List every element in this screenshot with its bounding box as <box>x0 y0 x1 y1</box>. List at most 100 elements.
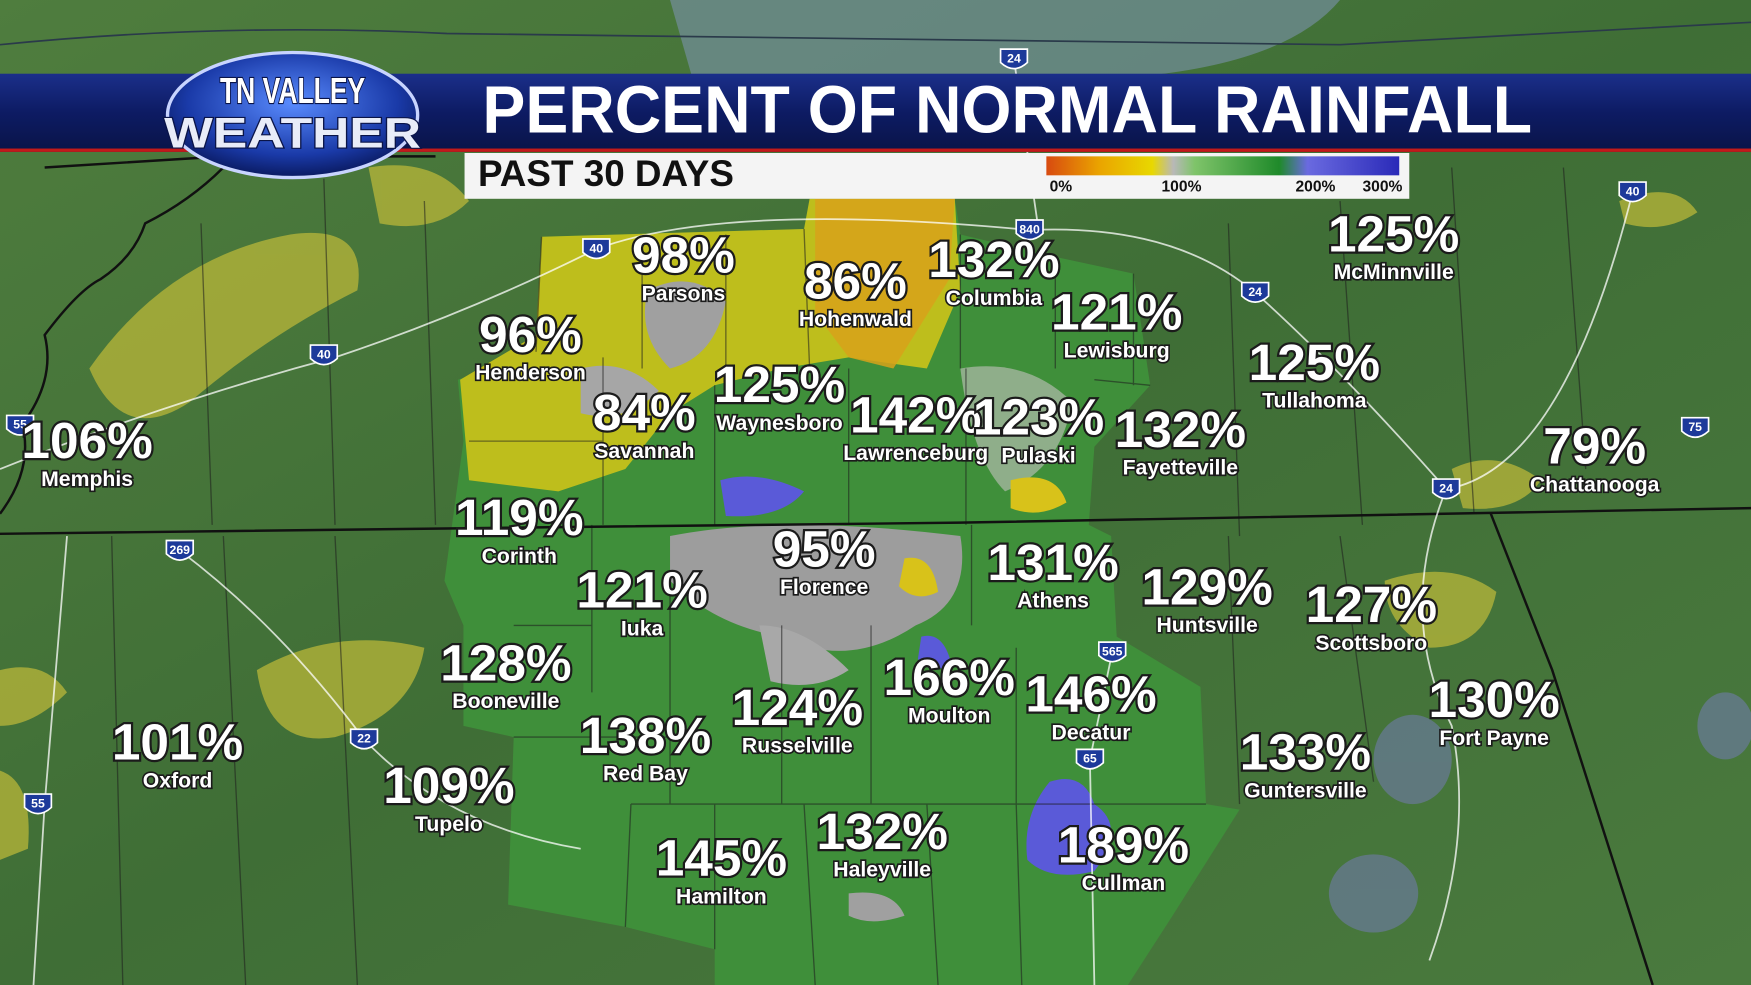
city-percent: 142% <box>850 385 981 443</box>
city: 132%Fayetteville <box>1112 398 1248 482</box>
city: 98%Parsons <box>630 223 737 307</box>
city: 96%Henderson <box>473 303 587 387</box>
city-name: Scottsboro <box>1315 632 1427 655</box>
highway-label: 24 <box>1007 51 1021 65</box>
city: 127%Scottsboro <box>1303 573 1439 657</box>
city: 84%Savannah <box>591 381 698 465</box>
highway-shield <box>1098 641 1127 663</box>
city-percent: 125% <box>1328 204 1459 262</box>
city-name: Hamilton <box>676 886 767 909</box>
city: 129%Huntsville <box>1139 555 1275 639</box>
city: 95%Florence <box>771 517 878 601</box>
city: 125%McMinnville <box>1326 202 1462 286</box>
city: 109%Tupelo <box>381 754 517 838</box>
city: 123%Pulaski <box>971 385 1107 469</box>
top-border <box>0 21 1751 46</box>
city: 121%Lewisburg <box>1049 280 1185 364</box>
city: 146%Decatur <box>1023 662 1159 746</box>
city-percent: 129% <box>1141 557 1272 615</box>
city-percent: 127% <box>1306 575 1437 633</box>
city-percent: 145% <box>656 829 787 887</box>
city-percent: 106% <box>21 411 152 469</box>
highway-label: 40 <box>589 241 603 255</box>
highway-shield <box>1075 748 1105 770</box>
city-name: Lewisburg <box>1064 339 1170 362</box>
city: 130%Fort Payne <box>1426 668 1562 752</box>
city-name: Pulaski <box>1001 444 1075 467</box>
county-lines <box>111 167 1587 985</box>
city-percent: 96% <box>479 305 582 363</box>
highway-label: 22 <box>357 732 371 746</box>
highway-shield <box>999 48 1029 70</box>
highway-shield <box>23 793 53 815</box>
logo: TN VALLEY WEATHER <box>163 50 422 180</box>
city-name: Iuka <box>621 617 664 640</box>
highway-shield <box>1015 219 1044 241</box>
city-percent: 138% <box>580 706 711 764</box>
city-name: Columbia <box>946 287 1043 310</box>
city-name: Lawrenceburg <box>843 442 988 465</box>
outer-yellow <box>0 165 1698 860</box>
analysis-area <box>444 198 1240 985</box>
city-percent: 86% <box>804 251 907 309</box>
city-name: Cullman <box>1082 872 1166 895</box>
city: 106%Memphis <box>19 409 155 493</box>
highway-label: 40 <box>1626 184 1640 198</box>
highway-label: 75 <box>1688 420 1702 434</box>
highway-label: 840 <box>1019 222 1040 236</box>
highway-shield <box>1240 281 1270 303</box>
highway-label: 65 <box>1083 752 1097 766</box>
highways: 40 840 24 40 40 24 55 75 24 269 565 22 65 55 <box>5 48 1710 815</box>
city-percent: 98% <box>632 226 735 284</box>
city-name: Chattanooga <box>1530 473 1660 496</box>
city: 86%Hohenwald <box>797 249 913 333</box>
highway-label: 24 <box>1439 481 1453 495</box>
haze <box>670 0 1341 79</box>
city-percent: 146% <box>1025 665 1156 723</box>
city: 121%Iuka <box>574 558 710 642</box>
city-name: McMinnville <box>1334 261 1454 284</box>
cities: 98%Parsons 86%Hohenwald132%Columbia125%Mc… <box>19 202 1661 910</box>
city-percent: 166% <box>884 648 1015 706</box>
city-percent: 131% <box>987 533 1118 591</box>
city: 132%Haleyville <box>814 800 950 884</box>
city-name: Russelville <box>742 735 853 758</box>
city-percent: 132% <box>928 230 1059 288</box>
city: 131%Athens <box>985 531 1121 615</box>
city-name: Savannah <box>594 440 694 463</box>
highway-shield <box>5 414 35 436</box>
city-name: Haleyville <box>833 859 931 882</box>
city-name: Memphis <box>41 468 133 491</box>
highway-shield <box>1618 181 1647 203</box>
city-percent: 125% <box>1249 333 1380 391</box>
city: 119%Corinth <box>453 486 586 570</box>
city: 189%Cullman <box>1055 813 1191 897</box>
city-name: Huntsville <box>1157 614 1259 637</box>
city-percent: 125% <box>714 355 845 413</box>
highway-label: 40 <box>317 347 331 361</box>
logo-bottom: WEATHER <box>164 109 421 156</box>
city-name: Waynesboro <box>716 412 842 435</box>
legend-label: 300% <box>1363 179 1403 196</box>
city: 79%Chattanooga <box>1528 414 1661 498</box>
legend-labels: 0% 100% 200% 300% <box>1050 179 1403 196</box>
city-percent: 123% <box>973 388 1104 446</box>
city-percent: 133% <box>1240 723 1371 781</box>
city-name: Athens <box>1017 590 1089 613</box>
highway-shield <box>309 344 339 366</box>
city-percent: 109% <box>383 756 514 814</box>
city-name: Tullahoma <box>1262 390 1367 413</box>
title: PERCENT OF NORMAL RAINFALL <box>482 73 1532 148</box>
city-percent: 189% <box>1058 815 1189 873</box>
city-percent: 132% <box>817 802 948 860</box>
city: 133%Guntersville <box>1238 720 1374 804</box>
city-name: Henderson <box>475 362 586 385</box>
city: 132%Columbia <box>926 228 1062 312</box>
city: 142%Lawrenceburg <box>842 383 990 467</box>
legend-label: 0% <box>1050 179 1073 196</box>
highway-label: 269 <box>170 543 191 557</box>
city: 145%Hamilton <box>653 826 789 910</box>
city-name: Fort Payne <box>1439 727 1549 750</box>
